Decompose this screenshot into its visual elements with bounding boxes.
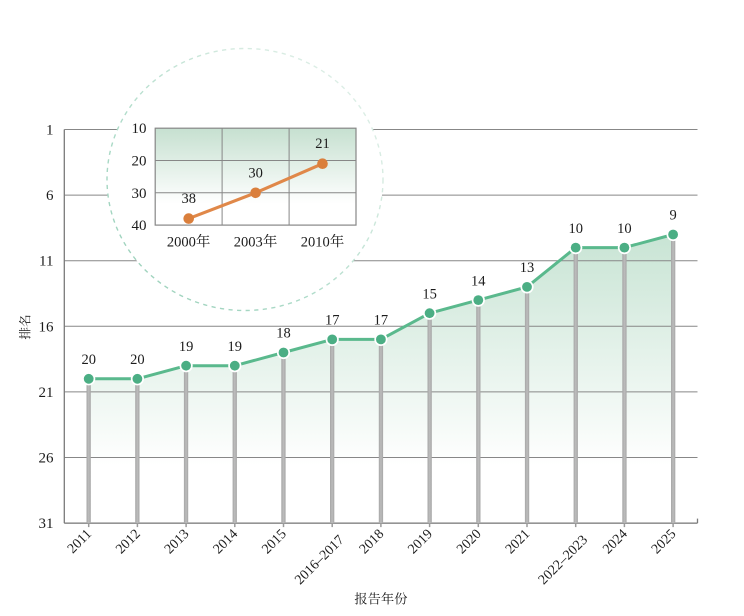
svg-text:13: 13 bbox=[520, 260, 535, 276]
svg-text:2003: 2003 bbox=[234, 234, 263, 250]
svg-text:1: 1 bbox=[46, 123, 54, 139]
svg-text:20: 20 bbox=[130, 352, 145, 368]
svg-text:19: 19 bbox=[228, 339, 243, 355]
svg-text:9: 9 bbox=[669, 208, 676, 224]
svg-text:15: 15 bbox=[422, 286, 437, 302]
svg-text:17: 17 bbox=[325, 313, 340, 329]
svg-text:20: 20 bbox=[132, 154, 147, 170]
svg-text:10: 10 bbox=[132, 121, 147, 137]
svg-text:14: 14 bbox=[471, 273, 486, 289]
svg-text:38: 38 bbox=[181, 191, 196, 207]
svg-text:19: 19 bbox=[179, 339, 194, 355]
svg-text:31: 31 bbox=[39, 516, 54, 532]
svg-text:26: 26 bbox=[39, 451, 55, 467]
svg-text:10: 10 bbox=[568, 221, 583, 237]
svg-text:2010: 2010 bbox=[301, 234, 330, 250]
svg-text:16: 16 bbox=[39, 319, 55, 335]
svg-text:2000: 2000 bbox=[167, 234, 196, 250]
svg-text:11: 11 bbox=[39, 254, 53, 270]
svg-text:10: 10 bbox=[617, 221, 632, 237]
svg-text:40: 40 bbox=[132, 218, 147, 234]
svg-text:17: 17 bbox=[374, 313, 389, 329]
svg-text:30: 30 bbox=[132, 186, 147, 202]
svg-text:18: 18 bbox=[276, 326, 291, 342]
svg-text:21: 21 bbox=[315, 136, 330, 152]
svg-text:30: 30 bbox=[248, 165, 263, 181]
svg-text:20: 20 bbox=[81, 352, 96, 368]
svg-text:21: 21 bbox=[39, 385, 54, 401]
svg-text:6: 6 bbox=[46, 188, 54, 204]
